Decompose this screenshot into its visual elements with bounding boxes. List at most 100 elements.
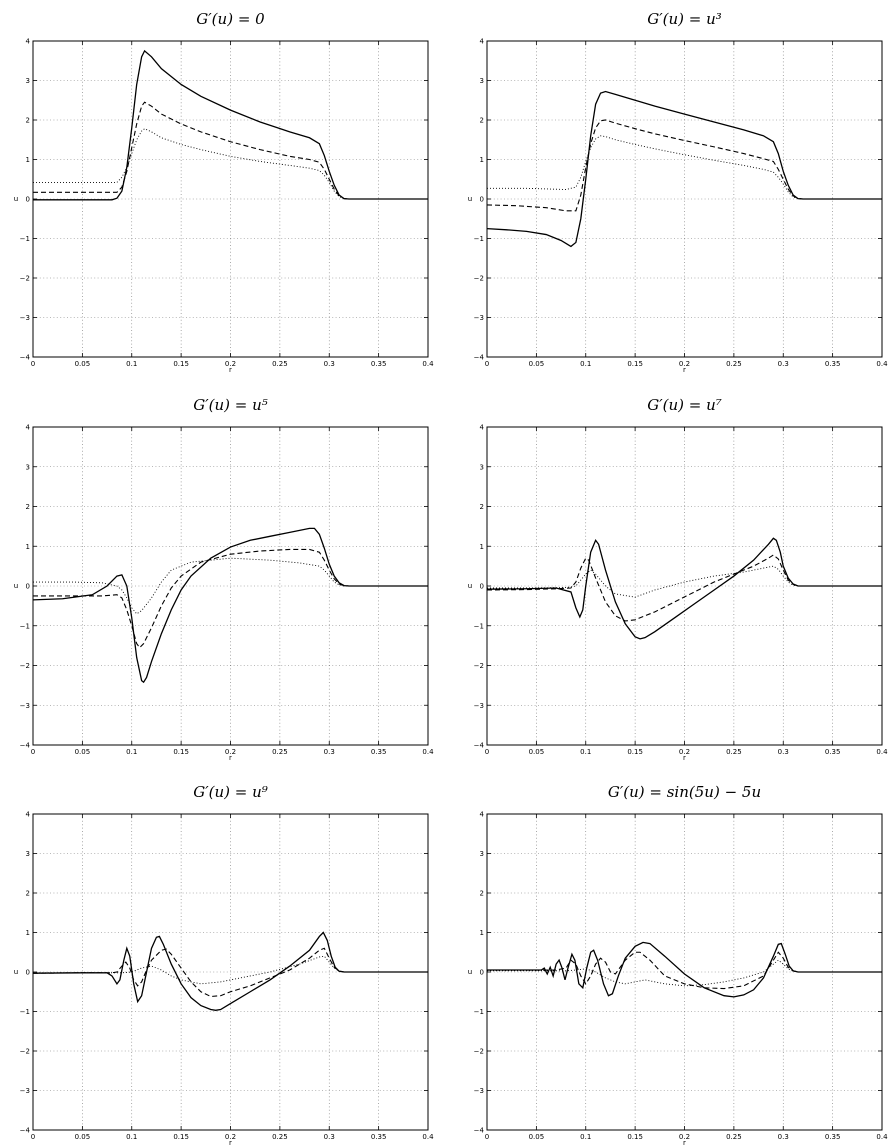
x-axis-label: r (229, 1139, 232, 1146)
x-tick-label: 0.3 (324, 1133, 335, 1141)
y-tick-label: 2 (26, 890, 30, 898)
x-tick-label: 0.2 (679, 360, 690, 368)
x-tick-label: 0.1 (126, 1133, 137, 1141)
y-tick-label: −1 (474, 622, 484, 630)
x-tick-label: 0.2 (679, 1133, 690, 1141)
x-tick-label: 0.2 (679, 748, 690, 756)
series-line-dotted (33, 557, 428, 615)
x-tick-label: 0.25 (726, 1133, 742, 1141)
x-tick-label: 0.35 (825, 1133, 841, 1141)
y-axis-label: u (14, 582, 18, 590)
panel-6: G′(u) = sin(5u) − 5u 0 0.05 0.1 0.15 0.2 0.25 0… (468, 783, 888, 1146)
y-tick-label: 0 (480, 969, 484, 977)
y-tick-label: −3 (474, 1087, 484, 1095)
y-tick-label: −4 (20, 742, 31, 750)
x-axis-label: r (683, 754, 686, 762)
series-line-dashed (487, 951, 882, 990)
y-tick-label: 4 (480, 38, 485, 46)
y-tick-label: −1 (20, 622, 30, 630)
x-tick-label: 0.05 (529, 748, 545, 756)
x-tick-label: 0.25 (272, 360, 288, 368)
y-tick-label: 1 (26, 543, 30, 551)
x-tick-label: 0.35 (825, 748, 841, 756)
y-tick-label: 3 (26, 77, 30, 85)
x-tick-label: 0 (31, 1133, 35, 1141)
y-tick-label: 4 (26, 811, 31, 819)
series-line-dashed (487, 554, 882, 622)
y-tick-label: 0 (480, 583, 484, 591)
x-tick-label: 0.25 (726, 748, 742, 756)
y-tick-label: −4 (474, 354, 485, 362)
x-tick-label: 0.1 (580, 1133, 591, 1141)
x-tick-label: 0.35 (371, 1133, 387, 1141)
y-tick-label: 1 (26, 929, 30, 937)
y-tick-label: −4 (20, 1127, 31, 1135)
y-tick-label: 0 (26, 583, 30, 591)
series-line-solid (487, 90, 882, 248)
y-tick-label: −4 (474, 1127, 485, 1135)
x-tick-label: 0.1 (126, 360, 137, 368)
y-tick-label: 3 (480, 463, 484, 471)
y-tick-label: −2 (20, 662, 30, 670)
y-tick-label: 3 (480, 77, 484, 85)
y-tick-label: 0 (26, 196, 30, 204)
series-line-dashed (33, 101, 428, 200)
y-tick-label: 0 (26, 969, 30, 977)
series-line-solid (33, 527, 428, 684)
x-tick-label: 0.1 (580, 360, 591, 368)
y-tick-label: 2 (480, 117, 484, 125)
x-tick-label: 0 (31, 748, 35, 756)
x-tick-label: 0.3 (778, 1133, 789, 1141)
series-line-solid (487, 941, 882, 998)
y-tick-label: 4 (26, 424, 31, 432)
y-axis-label: u (14, 968, 18, 976)
y-tick-label: 2 (480, 890, 484, 898)
y-tick-label: 1 (480, 156, 484, 164)
y-tick-label: 3 (26, 850, 30, 858)
x-tick-label: 0.4 (876, 748, 888, 756)
y-tick-label: −3 (20, 314, 30, 322)
series-line-dotted (33, 128, 428, 200)
y-tick-label: 3 (480, 850, 484, 858)
y-tick-label: −3 (20, 702, 30, 710)
y-tick-label: −4 (20, 354, 31, 362)
x-tick-label: 0.4 (422, 360, 434, 368)
panel-title: G′(u) = u³ (647, 10, 722, 28)
series-line-solid (33, 931, 428, 1011)
x-tick-label: 0 (485, 360, 489, 368)
x-tick-label: 0.25 (272, 748, 288, 756)
panel-4: G′(u) = u⁷ 0 0.05 0.1 0.15 0.2 0.25 0.3 0.35 0.4 4… (468, 396, 888, 762)
y-axis-label: u (14, 195, 18, 203)
x-axis-label: r (683, 1139, 686, 1146)
series-line-dotted (487, 565, 882, 598)
x-tick-label: 0.05 (529, 360, 545, 368)
x-tick-label: 0.2 (225, 1133, 236, 1141)
panel-title: G′(u) = u⁹ (193, 783, 268, 801)
y-tick-label: −4 (474, 742, 485, 750)
x-tick-label: 0 (485, 748, 489, 756)
y-tick-label: −1 (474, 1008, 484, 1016)
y-tick-label: −1 (474, 235, 484, 243)
y-tick-label: −3 (474, 314, 484, 322)
y-tick-label: −2 (474, 662, 484, 670)
y-tick-label: 0 (480, 196, 484, 204)
x-tick-label: 0.4 (876, 360, 888, 368)
x-axis-label: r (229, 754, 232, 762)
y-tick-label: 4 (480, 811, 485, 819)
panel-title: G′(u) = 0 (196, 10, 265, 28)
series-line-solid (487, 537, 882, 640)
x-tick-label: 0.25 (726, 360, 742, 368)
x-tick-label: 0.25 (272, 1133, 288, 1141)
x-tick-label: 0.3 (324, 360, 335, 368)
series-line-dotted (487, 135, 882, 200)
panel-3: G′(u) = u⁵ 0 0.05 0.1 0.15 0.2 0.25 0.3 0.35 0.4 4… (14, 396, 434, 762)
y-tick-label: −2 (474, 275, 484, 283)
x-tick-label: 0.15 (173, 360, 189, 368)
x-tick-label: 0.4 (876, 1133, 888, 1141)
x-tick-label: 0.05 (75, 360, 91, 368)
x-tick-label: 0.35 (371, 748, 387, 756)
y-tick-label: 2 (26, 503, 30, 511)
x-tick-label: 0 (31, 360, 35, 368)
y-tick-label: 1 (26, 156, 30, 164)
